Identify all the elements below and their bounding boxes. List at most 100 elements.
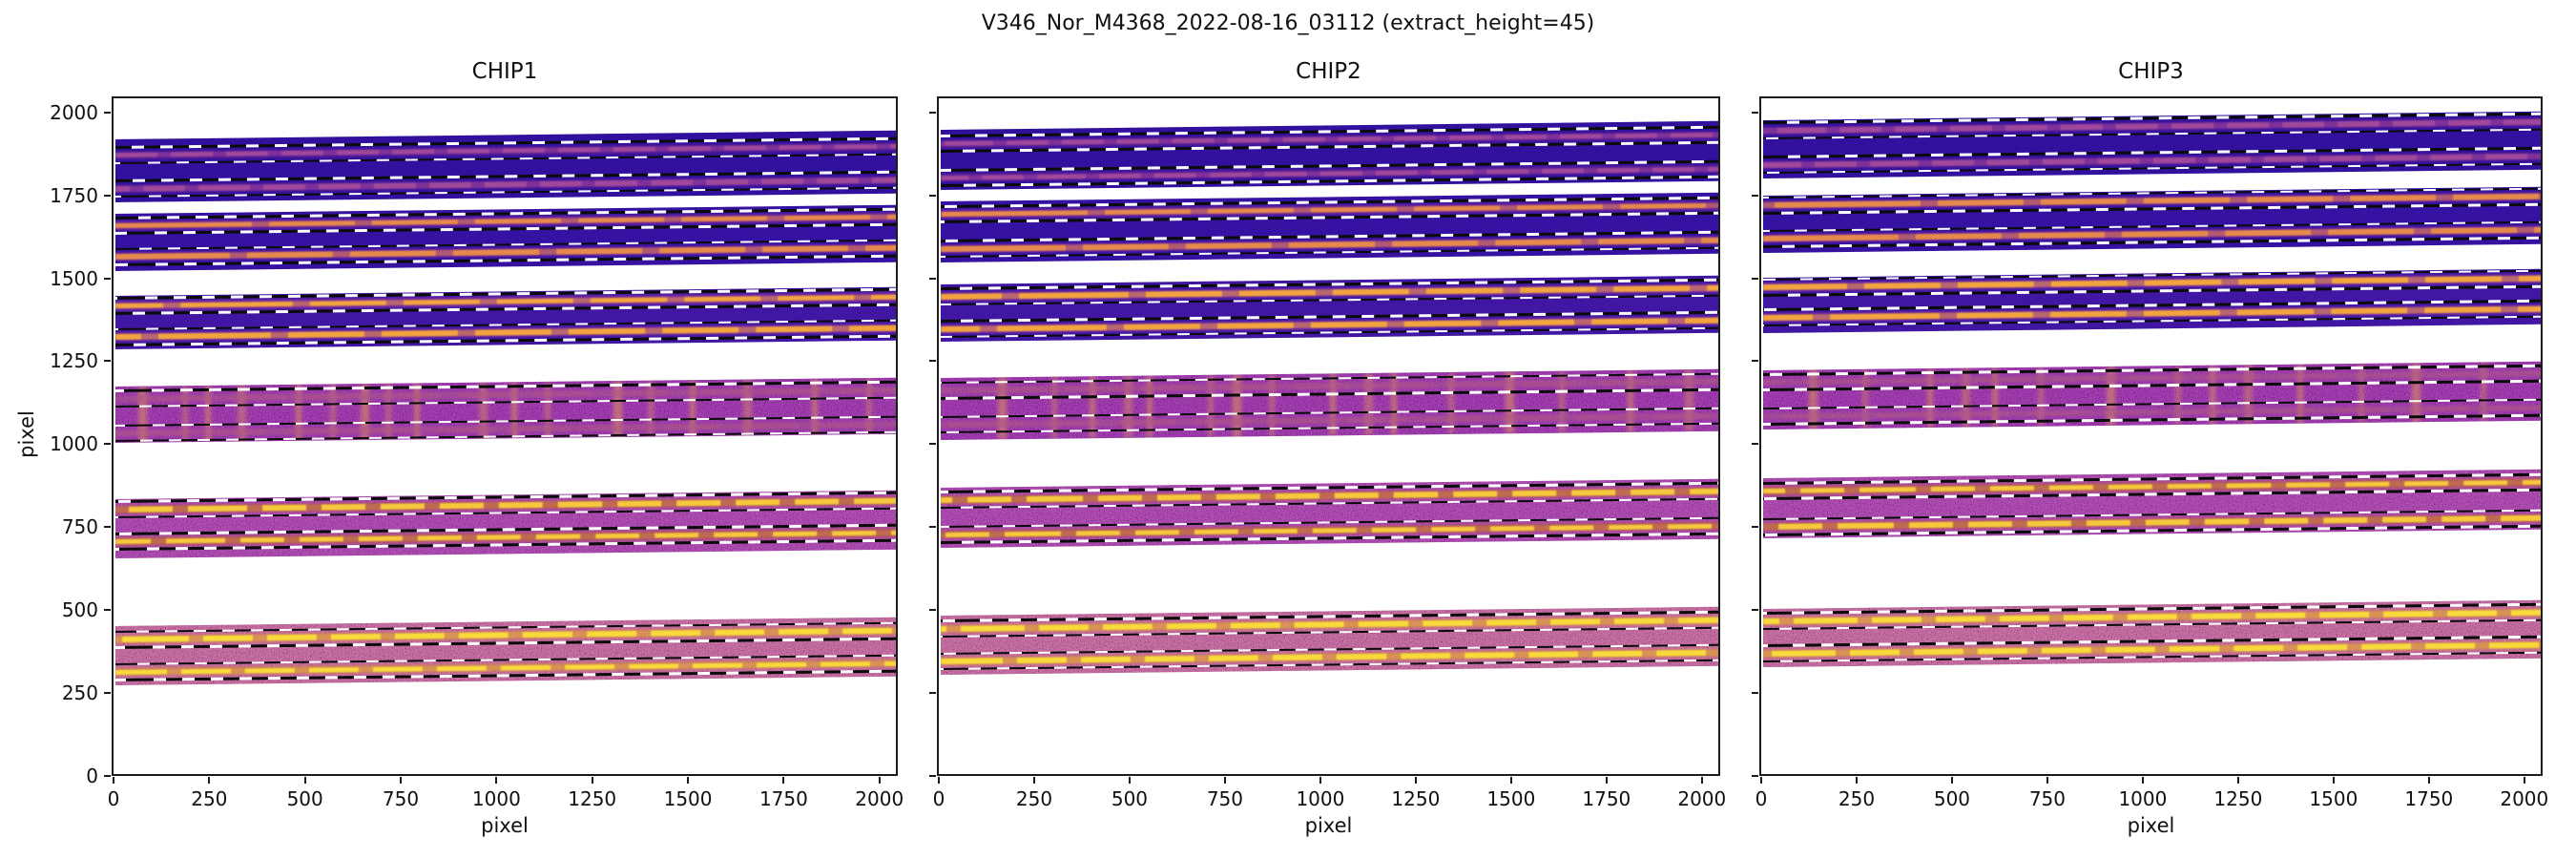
emission-line-streak [205,385,212,442]
spectral-order-band [941,478,1718,548]
extraction-boundary-line [941,294,1718,306]
x-tick-label: 250 [1015,787,1053,810]
x-tick-mark [878,777,881,784]
extraction-boundary-line [941,533,1718,544]
extraction-boundary-line [1763,315,2541,327]
y-tick-label: 1500 [50,266,98,290]
x-tick-label: 0 [932,787,945,810]
chip-panel-1 [112,96,898,776]
x-tick-label: 1500 [2309,787,2358,810]
spectral-order-band [115,204,896,271]
spectral-order-band [115,286,896,349]
emission-line-streak [295,384,301,441]
x-tick-mark [1032,777,1035,784]
x-tick-label: 750 [2028,787,2067,810]
x-tick-mark [1509,777,1512,784]
emission-line-streak [2106,366,2115,426]
x-tick-label: 1000 [1296,787,1345,810]
spectral-order-band [941,368,1718,441]
spectral-order-band [1763,361,2541,430]
y-tick-mark [929,692,936,695]
x-tick-mark [2046,777,2048,784]
x-axis-label: pixel [1304,814,1353,837]
spectral-order-band [1763,111,2541,179]
extraction-boundary-line [1763,285,2541,297]
y-axis-label: pixel [15,410,38,458]
emission-line-streak [2296,364,2303,423]
x-tick-label: 250 [191,787,228,810]
emission-line-streak [613,380,622,437]
extraction-boundary-line [1763,147,2541,159]
extraction-boundary-line [1763,128,2541,140]
x-tick-label: 1750 [758,787,808,810]
extraction-boundary-line [941,160,1718,172]
y-tick-label: 0 [86,765,98,787]
x-tick-mark [1760,777,1762,784]
x-tick-label: 750 [1206,787,1244,810]
spectral-order-band [941,121,1718,191]
x-tick-label: 500 [1933,787,1971,810]
x-tick-label: 1500 [1486,787,1536,810]
extraction-boundary-line [941,231,1718,242]
x-tick-mark [938,777,940,784]
extraction-boundary-line [115,670,896,682]
extraction-boundary-line [1763,379,2541,391]
extraction-boundary-line [1763,618,2541,631]
extraction-boundary-line [115,507,896,519]
extraction-boundary-line [1763,186,2541,199]
extraction-boundary-line [941,422,1718,434]
extraction-boundary-line [1763,472,2541,485]
extraction-boundary-line [115,152,896,164]
x-tick-label: 250 [1838,787,1876,810]
x-tick-mark [1319,777,1321,784]
x-tick-mark [687,777,690,784]
extraction-boundary-line [115,380,896,392]
x-tick-label: 2000 [855,787,904,810]
y-tick-mark [1752,526,1758,529]
y-tick-mark [929,526,936,529]
y-tick-mark [929,360,936,363]
x-tick-mark [1855,777,1858,784]
panel-title-chip3: CHIP3 [2118,59,2184,84]
y-tick-mark [1752,111,1758,114]
emission-line-streak [414,383,421,440]
emission-line-streak [360,383,369,440]
y-tick-mark [1752,775,1758,777]
extraction-boundary-line [1763,364,2541,376]
emission-line-streak [1926,367,1933,428]
x-tick-mark [2427,777,2430,784]
extraction-boundary-line [941,482,1718,494]
y-tick-mark [104,111,111,114]
emission-line-streak [329,384,336,441]
x-tick-mark [1950,777,1953,784]
emission-line-streak [1991,367,1998,427]
extraction-boundary-line [1763,113,2541,125]
extraction-boundary-line [1763,509,2541,521]
y-tick-mark [929,194,936,197]
figure-suptitle: V346_Nor_M4368_2022-08-16_03112 (extract… [981,11,1595,35]
x-tick-label: 500 [286,787,323,810]
spectral-order-band [941,192,1718,262]
x-tick-label: 1750 [2404,787,2454,810]
emission-line-streak [2174,365,2181,425]
spectral-order-band [1763,600,2541,668]
extraction-boundary-line [1763,524,2541,536]
y-tick-mark [1752,360,1758,363]
x-axis-label: pixel [481,814,529,837]
y-tick-mark [104,692,111,695]
extraction-boundary-line [941,497,1718,510]
extraction-boundary-line [941,407,1718,419]
extraction-boundary-line [115,186,896,198]
y-tick-label: 750 [61,515,98,539]
x-tick-mark [782,777,785,784]
y-tick-mark [104,775,111,777]
y-tick-mark [1752,277,1758,280]
x-tick-mark [2141,777,2144,784]
emission-line-streak [511,381,518,439]
x-tick-mark [591,777,593,784]
extraction-boundary-line [941,626,1718,639]
y-tick-mark [104,360,111,363]
x-tick-label: 2000 [1677,787,1727,810]
y-tick-label: 500 [61,598,98,622]
emission-line-streak [138,386,148,443]
